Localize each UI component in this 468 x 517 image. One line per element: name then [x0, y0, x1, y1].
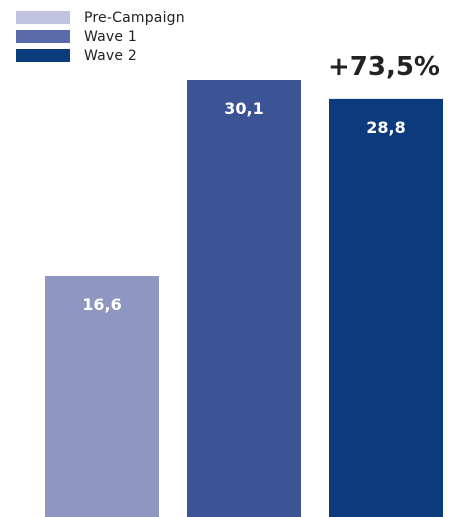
- legend-label-pre-campaign: Pre-Campaign: [84, 9, 185, 26]
- legend-swatch-wave-2: [16, 49, 70, 62]
- legend-label-wave-1: Wave 1: [84, 28, 137, 45]
- legend-swatch-pre-campaign: [16, 11, 70, 24]
- legend-item-pre-campaign: Pre-Campaign: [16, 8, 185, 27]
- legend-item-wave-2: Wave 2: [16, 46, 185, 65]
- legend: Pre-Campaign Wave 1 Wave 2: [16, 8, 185, 65]
- data-label-pre-campaign: 16,6: [82, 295, 121, 314]
- bar-wave-1: [187, 80, 301, 517]
- data-label-wave-2: 28,8: [366, 118, 405, 137]
- bar-wave-2: [329, 98, 443, 517]
- legend-item-wave-1: Wave 1: [16, 27, 185, 46]
- legend-swatch-wave-1: [16, 30, 70, 43]
- data-label-wave-1: 30,1: [224, 99, 263, 118]
- legend-label-wave-2: Wave 2: [84, 47, 137, 64]
- change-annotation: +73,5%: [328, 52, 440, 82]
- bar-pre-campaign: [45, 275, 159, 517]
